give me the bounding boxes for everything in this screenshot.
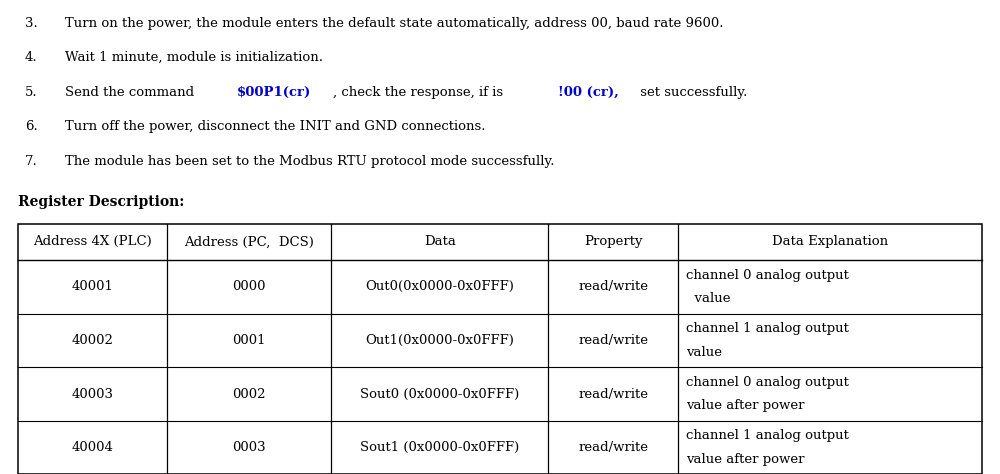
Text: 0002: 0002 [233,388,266,401]
Text: , check the response, if is: , check the response, if is [333,86,507,99]
Text: read/write: read/write [578,441,648,454]
Text: Sout0 (0x0000-0x0FFF): Sout0 (0x0000-0x0FFF) [360,388,519,401]
Bar [18,224,982,474]
Text: Data: Data [424,236,456,248]
Text: read/write: read/write [578,388,648,401]
Text: 0001: 0001 [233,334,266,347]
Text: Wait 1 minute, module is initialization.: Wait 1 minute, module is initialization. [65,51,323,64]
Text: 4.: 4. [25,51,38,64]
Text: Out1(0x0000-0x0FFF): Out1(0x0000-0x0FFF) [365,334,514,347]
Text: Turn on the power, the module enters the default state automatically, address 00: Turn on the power, the module enters the… [65,17,724,29]
Text: 7.: 7. [25,155,38,168]
Text: read/write: read/write [578,334,648,347]
Text: value after power: value after power [686,453,805,466]
Text: Register Description:: Register Description: [18,195,184,210]
Text: Send the command: Send the command [65,86,198,99]
Text: value: value [686,346,722,359]
Text: 40004: 40004 [72,441,114,454]
Text: 3.: 3. [25,17,38,29]
Text: set successfully.: set successfully. [636,86,748,99]
Text: read/write: read/write [578,281,648,293]
Text: Address (PC,  DCS): Address (PC, DCS) [184,236,314,248]
Text: channel 0 analog output: channel 0 analog output [686,269,849,282]
Text: Sout1 (0x0000-0x0FFF): Sout1 (0x0000-0x0FFF) [360,441,519,454]
Text: 5.: 5. [25,86,38,99]
Text: Data Explanation: Data Explanation [772,236,888,248]
Text: 6.: 6. [25,120,38,133]
Text: value after power: value after power [686,400,805,412]
Text: $00P1(cr): $00P1(cr) [237,86,311,99]
Text: channel 1 analog output: channel 1 analog output [686,429,849,442]
Text: Out0(0x0000-0x0FFF): Out0(0x0000-0x0FFF) [365,281,514,293]
Text: !00 (cr),: !00 (cr), [558,86,619,99]
Text: 40003: 40003 [72,388,114,401]
Text: 0003: 0003 [233,441,266,454]
Text: Property: Property [584,236,643,248]
Text: value: value [686,292,731,305]
Text: 0000: 0000 [233,281,266,293]
Text: 40002: 40002 [72,334,114,347]
Text: channel 1 analog output: channel 1 analog output [686,322,849,335]
Text: Turn off the power, disconnect the INIT and GND connections.: Turn off the power, disconnect the INIT … [65,120,486,133]
Text: 40001: 40001 [72,281,114,293]
Text: The module has been set to the Modbus RTU protocol mode successfully.: The module has been set to the Modbus RT… [65,155,554,168]
Text: channel 0 analog output: channel 0 analog output [686,376,849,389]
Text: Address 4X (PLC): Address 4X (PLC) [33,236,152,248]
